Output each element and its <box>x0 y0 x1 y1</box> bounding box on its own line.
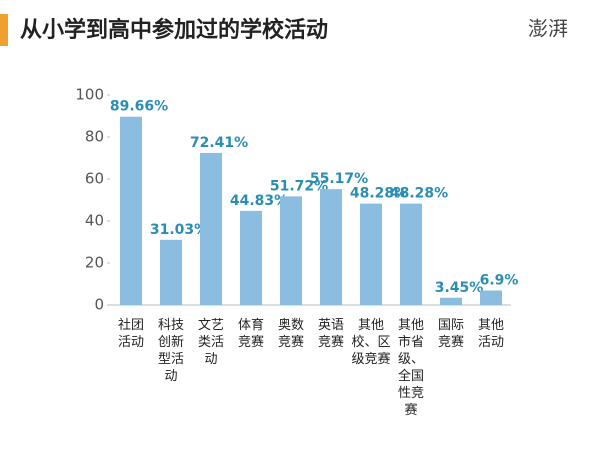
y-tick-label: 60 <box>85 170 104 188</box>
y-tick-label: 0 <box>94 296 104 314</box>
bar <box>440 297 462 305</box>
y-tick-label: 20 <box>85 254 104 272</box>
value-label: 48.28% <box>390 186 448 202</box>
value-label: 55.17% <box>310 171 368 187</box>
bar <box>480 290 502 305</box>
chart-title: 从小学到高中参加过的学校活动 <box>20 17 328 43</box>
x-tick-label: 其他 活动 <box>477 318 504 350</box>
value-label: 51.72% <box>270 178 328 194</box>
y-tick-label: 40 <box>85 212 104 230</box>
bar <box>160 239 182 305</box>
bar <box>120 116 142 306</box>
value-label: 48.28% <box>350 186 408 202</box>
bar <box>360 203 382 305</box>
x-tick-label: 其他 市省 级、 全国 性竞 赛 <box>397 318 424 418</box>
x-tick-label: 体育 竞赛 <box>237 318 264 350</box>
bar <box>200 152 222 305</box>
y-tick-label: 80 <box>85 128 104 146</box>
x-tick-label: 国际 竞赛 <box>437 318 464 350</box>
bar <box>320 189 342 305</box>
bar <box>240 210 262 305</box>
logo: 澎湃 <box>528 18 568 41</box>
y-tick-label: 100 <box>75 86 104 104</box>
title-accent <box>0 14 8 46</box>
x-tick-label: 英语 竞赛 <box>317 318 344 350</box>
x-tick-label: 奥数 竞赛 <box>277 318 304 350</box>
x-tick-label: 社团 活动 <box>117 318 144 350</box>
bar <box>280 196 302 305</box>
x-tick-label: 文艺 类活 动 <box>197 318 224 367</box>
x-tick-label: 科技 创新 型活 动 <box>157 318 184 384</box>
value-label: 3.45% <box>435 280 484 296</box>
value-label: 6.9% <box>480 273 519 289</box>
bar <box>400 203 422 305</box>
value-label: 44.83% <box>230 193 288 209</box>
x-tick-label: 其他 校、区 级竞赛 <box>351 318 391 367</box>
value-label: 89.66% <box>110 99 168 115</box>
value-label: 31.03% <box>150 222 208 238</box>
value-label: 72.41% <box>190 135 248 151</box>
